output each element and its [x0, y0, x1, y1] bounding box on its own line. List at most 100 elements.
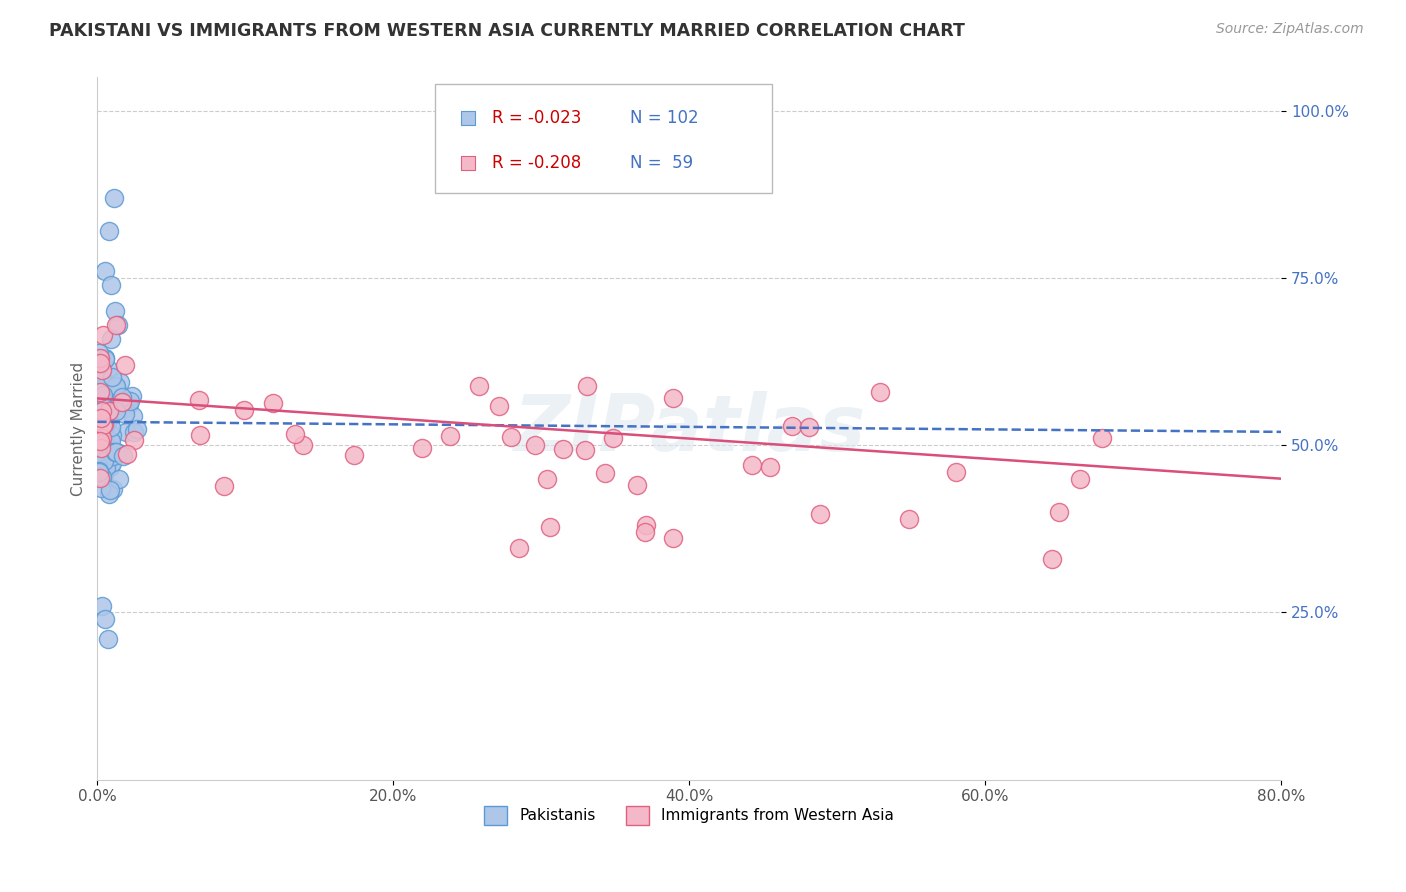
Point	[97, 632, 120, 647]
Point	[662, 391, 685, 405]
Point	[87, 435, 110, 450]
Point	[508, 541, 530, 555]
Point	[89, 414, 111, 428]
Point	[125, 422, 148, 436]
Point	[661, 531, 683, 545]
Point	[118, 397, 141, 411]
Point	[104, 444, 127, 458]
Point	[550, 185, 572, 199]
Point	[89, 470, 111, 484]
Point	[94, 408, 117, 422]
Point	[634, 525, 657, 540]
Point	[90, 447, 112, 461]
Point	[593, 466, 616, 480]
Point	[124, 433, 146, 447]
Point	[103, 191, 125, 205]
Point	[94, 351, 117, 366]
Point	[808, 507, 831, 521]
Point	[107, 318, 129, 332]
Point	[121, 389, 143, 403]
Point	[108, 446, 131, 460]
Point	[114, 425, 136, 440]
Point	[104, 392, 127, 406]
Point	[114, 358, 136, 372]
Point	[105, 404, 128, 418]
Point	[100, 419, 122, 434]
Point	[94, 401, 117, 415]
Point	[90, 441, 112, 455]
Point	[103, 394, 125, 409]
Text: R = -0.023: R = -0.023	[492, 109, 581, 127]
Point	[90, 433, 112, 447]
Point	[94, 264, 117, 278]
Point	[97, 362, 120, 376]
Point	[93, 464, 115, 478]
Point	[536, 472, 558, 486]
Point	[550, 143, 572, 157]
Point	[233, 403, 256, 417]
Point	[112, 450, 135, 464]
Point	[91, 429, 114, 443]
Text: R = -0.208: R = -0.208	[492, 153, 581, 171]
Legend: Pakistanis, Immigrants from Western Asia: Pakistanis, Immigrants from Western Asia	[484, 806, 894, 824]
Point	[576, 379, 599, 393]
Point	[120, 394, 142, 409]
Point	[90, 404, 112, 418]
Point	[103, 449, 125, 463]
Point	[93, 411, 115, 425]
Point	[90, 374, 112, 388]
Point	[103, 482, 125, 496]
Point	[89, 425, 111, 440]
Point	[101, 428, 124, 442]
Point	[499, 430, 522, 444]
Point	[87, 404, 110, 418]
Point	[759, 460, 782, 475]
Point	[626, 478, 648, 492]
Point	[104, 304, 127, 318]
Point	[91, 439, 114, 453]
Point	[87, 432, 110, 446]
Point	[114, 407, 136, 421]
Point	[101, 456, 124, 470]
Point	[342, 449, 364, 463]
Point	[94, 460, 117, 475]
Text: PAKISTANI VS IMMIGRANTS FROM WESTERN ASIA CURRENTLY MARRIED CORRELATION CHART: PAKISTANI VS IMMIGRANTS FROM WESTERN ASI…	[49, 22, 965, 40]
Point	[188, 428, 211, 442]
Point	[91, 397, 114, 411]
Point	[96, 417, 118, 432]
Point	[89, 441, 111, 455]
Point	[105, 383, 128, 397]
Point	[97, 404, 120, 418]
Point	[115, 447, 138, 461]
Text: Source: ZipAtlas.com: Source: ZipAtlas.com	[1216, 22, 1364, 37]
Point	[439, 428, 461, 442]
Point	[214, 479, 236, 493]
Point	[1091, 431, 1114, 445]
Point	[114, 401, 136, 415]
Text: N =  59: N = 59	[630, 153, 693, 171]
Point	[91, 427, 114, 442]
Point	[108, 375, 131, 389]
Point	[89, 384, 111, 399]
Point	[574, 442, 596, 457]
Point	[292, 438, 315, 452]
Point	[91, 327, 114, 342]
Point	[111, 395, 134, 409]
Point	[93, 434, 115, 448]
Point	[94, 376, 117, 390]
Point	[93, 417, 115, 432]
Point	[89, 356, 111, 370]
Point	[89, 410, 111, 425]
Point	[87, 425, 110, 440]
Point	[1069, 472, 1091, 486]
Point	[122, 425, 145, 439]
Point	[90, 410, 112, 425]
Point	[94, 400, 117, 414]
Point	[101, 370, 124, 384]
Point	[93, 437, 115, 451]
Point	[869, 384, 891, 399]
Point	[111, 390, 134, 404]
Point	[87, 434, 110, 449]
Point	[90, 410, 112, 425]
Point	[411, 441, 433, 455]
